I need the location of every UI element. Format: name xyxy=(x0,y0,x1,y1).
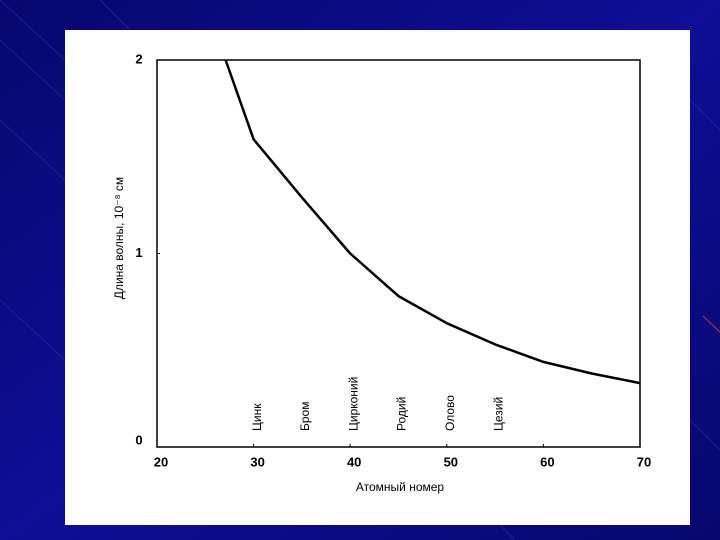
element-label: Бром xyxy=(298,402,312,431)
x-axis-label: Атомный номер xyxy=(356,480,445,494)
y-axis-label: Длина волны, 10⁻⁸ см xyxy=(112,177,126,299)
x-tick-label: 20 xyxy=(154,454,168,469)
element-label: Цинк xyxy=(250,403,264,431)
element-label: Цезий xyxy=(491,397,505,431)
element-label: Олово xyxy=(443,395,457,431)
x-tick-label: 70 xyxy=(637,454,651,469)
x-tick-label: 50 xyxy=(444,454,458,469)
x-tick-label: 40 xyxy=(347,454,361,469)
x-tick-label: 30 xyxy=(250,454,264,469)
decoration-line xyxy=(702,315,720,333)
x-tick-label: 60 xyxy=(540,454,554,469)
y-tick-label: 0 xyxy=(135,432,142,447)
data-line xyxy=(224,59,641,385)
element-label: Родий xyxy=(395,397,409,431)
element-label: Цирконий xyxy=(346,377,360,431)
y-tick-label: 2 xyxy=(135,51,142,66)
y-tick-label: 1 xyxy=(135,245,142,260)
